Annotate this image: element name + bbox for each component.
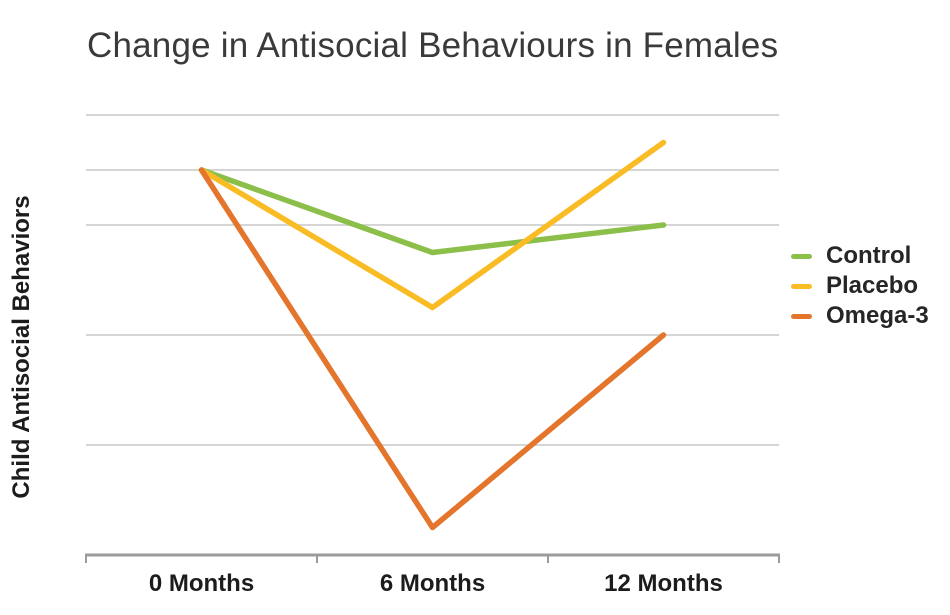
x-tick-label-0-months: 0 Months <box>148 570 255 597</box>
omega-3-line-swatch-icon <box>791 313 812 319</box>
control-line-swatch-icon <box>791 253 812 259</box>
series-line-placebo <box>198 139 667 311</box>
legend-item-control: Control <box>791 241 929 271</box>
series-line-omega-3 <box>198 167 667 531</box>
chart-title: Change in Antisocial Behaviours in Femal… <box>87 26 779 65</box>
legend-label-omega-3: Omega-3 <box>826 302 929 329</box>
series-line-control <box>198 167 667 256</box>
legend-item-omega-3: Omega-3 <box>791 301 929 331</box>
legend-label-placebo: Placebo <box>826 272 919 299</box>
legend-label-control: Control <box>826 242 912 269</box>
placebo-line-swatch-icon <box>791 283 812 289</box>
x-tick-label-6-months: 6 Months <box>379 570 486 597</box>
legend: Control Placebo Omega-3 <box>791 241 929 331</box>
x-tick-label-12-months: 12 Months <box>604 570 723 597</box>
legend-item-placebo: Placebo <box>791 271 929 301</box>
